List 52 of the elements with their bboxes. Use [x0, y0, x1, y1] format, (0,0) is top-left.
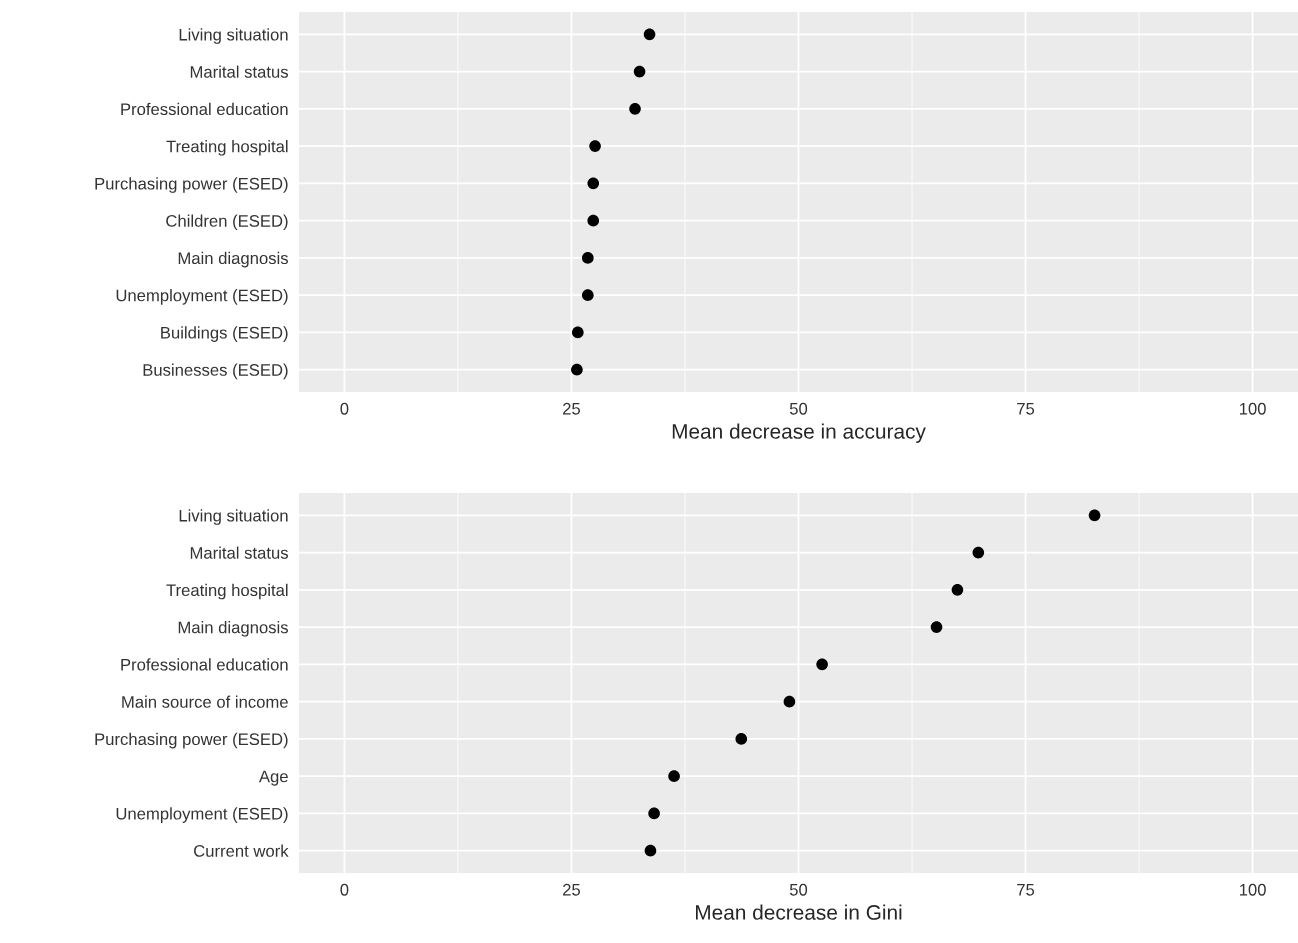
y-tick-label: Buildings (ESED)	[161, 326, 288, 342]
y-tick-label: Living situation	[179, 509, 288, 525]
x-tick-label: 25	[563, 402, 581, 415]
y-tick-label: Children (ESED)	[166, 214, 288, 231]
y-tick-label: Living situation	[179, 28, 288, 44]
y-tick-label: Unemployment (ESED)	[116, 807, 288, 823]
point	[644, 844, 657, 857]
x-tick-label: 75	[1017, 403, 1035, 415]
x-axis-title: Mean decrease in Gini	[695, 904, 902, 920]
y-tick-label: Purchasing power (ESED)	[95, 732, 288, 749]
y-tick-label: Marital status	[190, 546, 288, 559]
y-tick-label: Age	[258, 770, 288, 786]
point	[668, 770, 680, 782]
x-tick-label: 0	[340, 402, 349, 415]
x-tick-label: 25	[563, 883, 581, 896]
point	[572, 326, 584, 339]
point	[930, 621, 943, 633]
y-tick-label: Main source of income	[122, 695, 288, 708]
y-tick-label: Treating hospital	[166, 140, 288, 156]
point	[783, 695, 796, 708]
point	[1088, 509, 1101, 522]
point	[972, 546, 985, 559]
x-tick-label: 50	[789, 883, 808, 896]
point	[735, 733, 748, 745]
y-tick-label: Businesses (ESED)	[143, 363, 288, 380]
x-axis-title: Mean decrease in accuracy	[672, 423, 926, 443]
y-tick-label: Main diagnosis	[178, 621, 288, 637]
y-tick-label: Marital status	[190, 65, 288, 78]
y-tick-label: Current work	[194, 844, 289, 857]
point	[581, 289, 594, 301]
point	[648, 807, 660, 820]
y-tick-label: Professional education	[121, 658, 288, 671]
y-tick-label: Treating hospital	[166, 583, 288, 600]
y-tick-label: Main diagnosis	[178, 251, 288, 268]
x-tick-label: 100	[1239, 883, 1266, 896]
point	[629, 103, 641, 115]
point	[643, 28, 656, 41]
x-tick-label: 75	[1017, 884, 1035, 896]
x-tick-label: 0	[340, 883, 349, 896]
x-tick-label: 100	[1239, 402, 1266, 415]
point	[587, 214, 600, 227]
y-tick-label: Unemployment (ESED)	[116, 289, 288, 305]
point	[571, 363, 583, 376]
point	[951, 584, 964, 596]
point	[589, 140, 601, 152]
point	[581, 252, 594, 264]
y-tick-label: Purchasing power (ESED)	[95, 177, 288, 193]
point	[816, 658, 828, 671]
x-tick-label: 50	[789, 402, 808, 415]
point	[587, 177, 600, 190]
point	[633, 65, 646, 78]
y-tick-label: Professional education	[121, 102, 288, 116]
